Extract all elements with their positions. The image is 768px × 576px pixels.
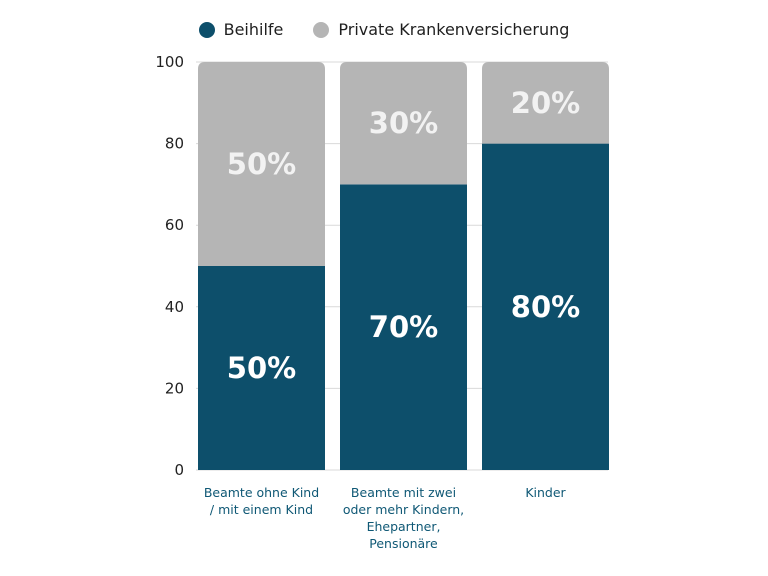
x-category-label-line: Ehepartner, xyxy=(366,519,441,534)
y-tick-label-5: 100 xyxy=(155,53,184,71)
data-label-pkv-1: 30% xyxy=(369,106,438,140)
legend: Beihilfe Private Krankenversicherung xyxy=(0,20,768,39)
x-category-label-line: oder mehr Kindern, xyxy=(342,502,465,517)
legend-label-beihilfe: Beihilfe xyxy=(223,20,284,39)
x-category-label-line: Kinder xyxy=(525,485,566,500)
y-tick-label-2: 40 xyxy=(165,298,184,316)
y-tick-label-0: 0 xyxy=(174,461,184,479)
x-category-label-line: Beamte ohne Kind xyxy=(203,485,320,500)
x-category-label-line: / mit einem Kind xyxy=(209,502,314,517)
x-category-label-1: Beamte mit zwei oder mehr Kindern, Ehepart… xyxy=(336,484,472,552)
y-tick-label-1: 20 xyxy=(165,379,184,397)
x-category-label-2: Kinder xyxy=(478,484,614,501)
data-label-beihilfe-0: 50% xyxy=(227,351,296,385)
bar-beihilfe-2 xyxy=(482,143,609,470)
x-category-label-line: Pensionäre xyxy=(369,536,438,551)
x-category-label-line: Beamte mit zwei xyxy=(350,485,457,500)
bar-pkv-0 xyxy=(198,62,325,266)
bar-beihilfe-0 xyxy=(198,266,325,470)
data-label-beihilfe-2: 80% xyxy=(511,290,580,324)
legend-item-pkv: Private Krankenversicherung xyxy=(313,20,569,39)
x-category-label-0: Beamte ohne Kind / mit einem Kind xyxy=(194,484,330,518)
legend-item-beihilfe: Beihilfe xyxy=(198,20,284,39)
data-label-pkv-0: 50% xyxy=(227,147,296,181)
legend-swatch-pkv xyxy=(313,21,330,38)
data-label-pkv-2: 20% xyxy=(511,86,580,120)
legend-label-pkv: Private Krankenversicherung xyxy=(338,20,570,39)
legend-swatch-beihilfe xyxy=(198,21,215,38)
y-tick-label-3: 60 xyxy=(165,216,184,234)
bar-pkv-2 xyxy=(482,62,609,144)
y-tick-label-4: 80 xyxy=(165,135,184,153)
bar-pkv-1 xyxy=(340,62,467,185)
bar-beihilfe-1 xyxy=(340,184,467,470)
data-label-beihilfe-1: 70% xyxy=(369,310,438,344)
